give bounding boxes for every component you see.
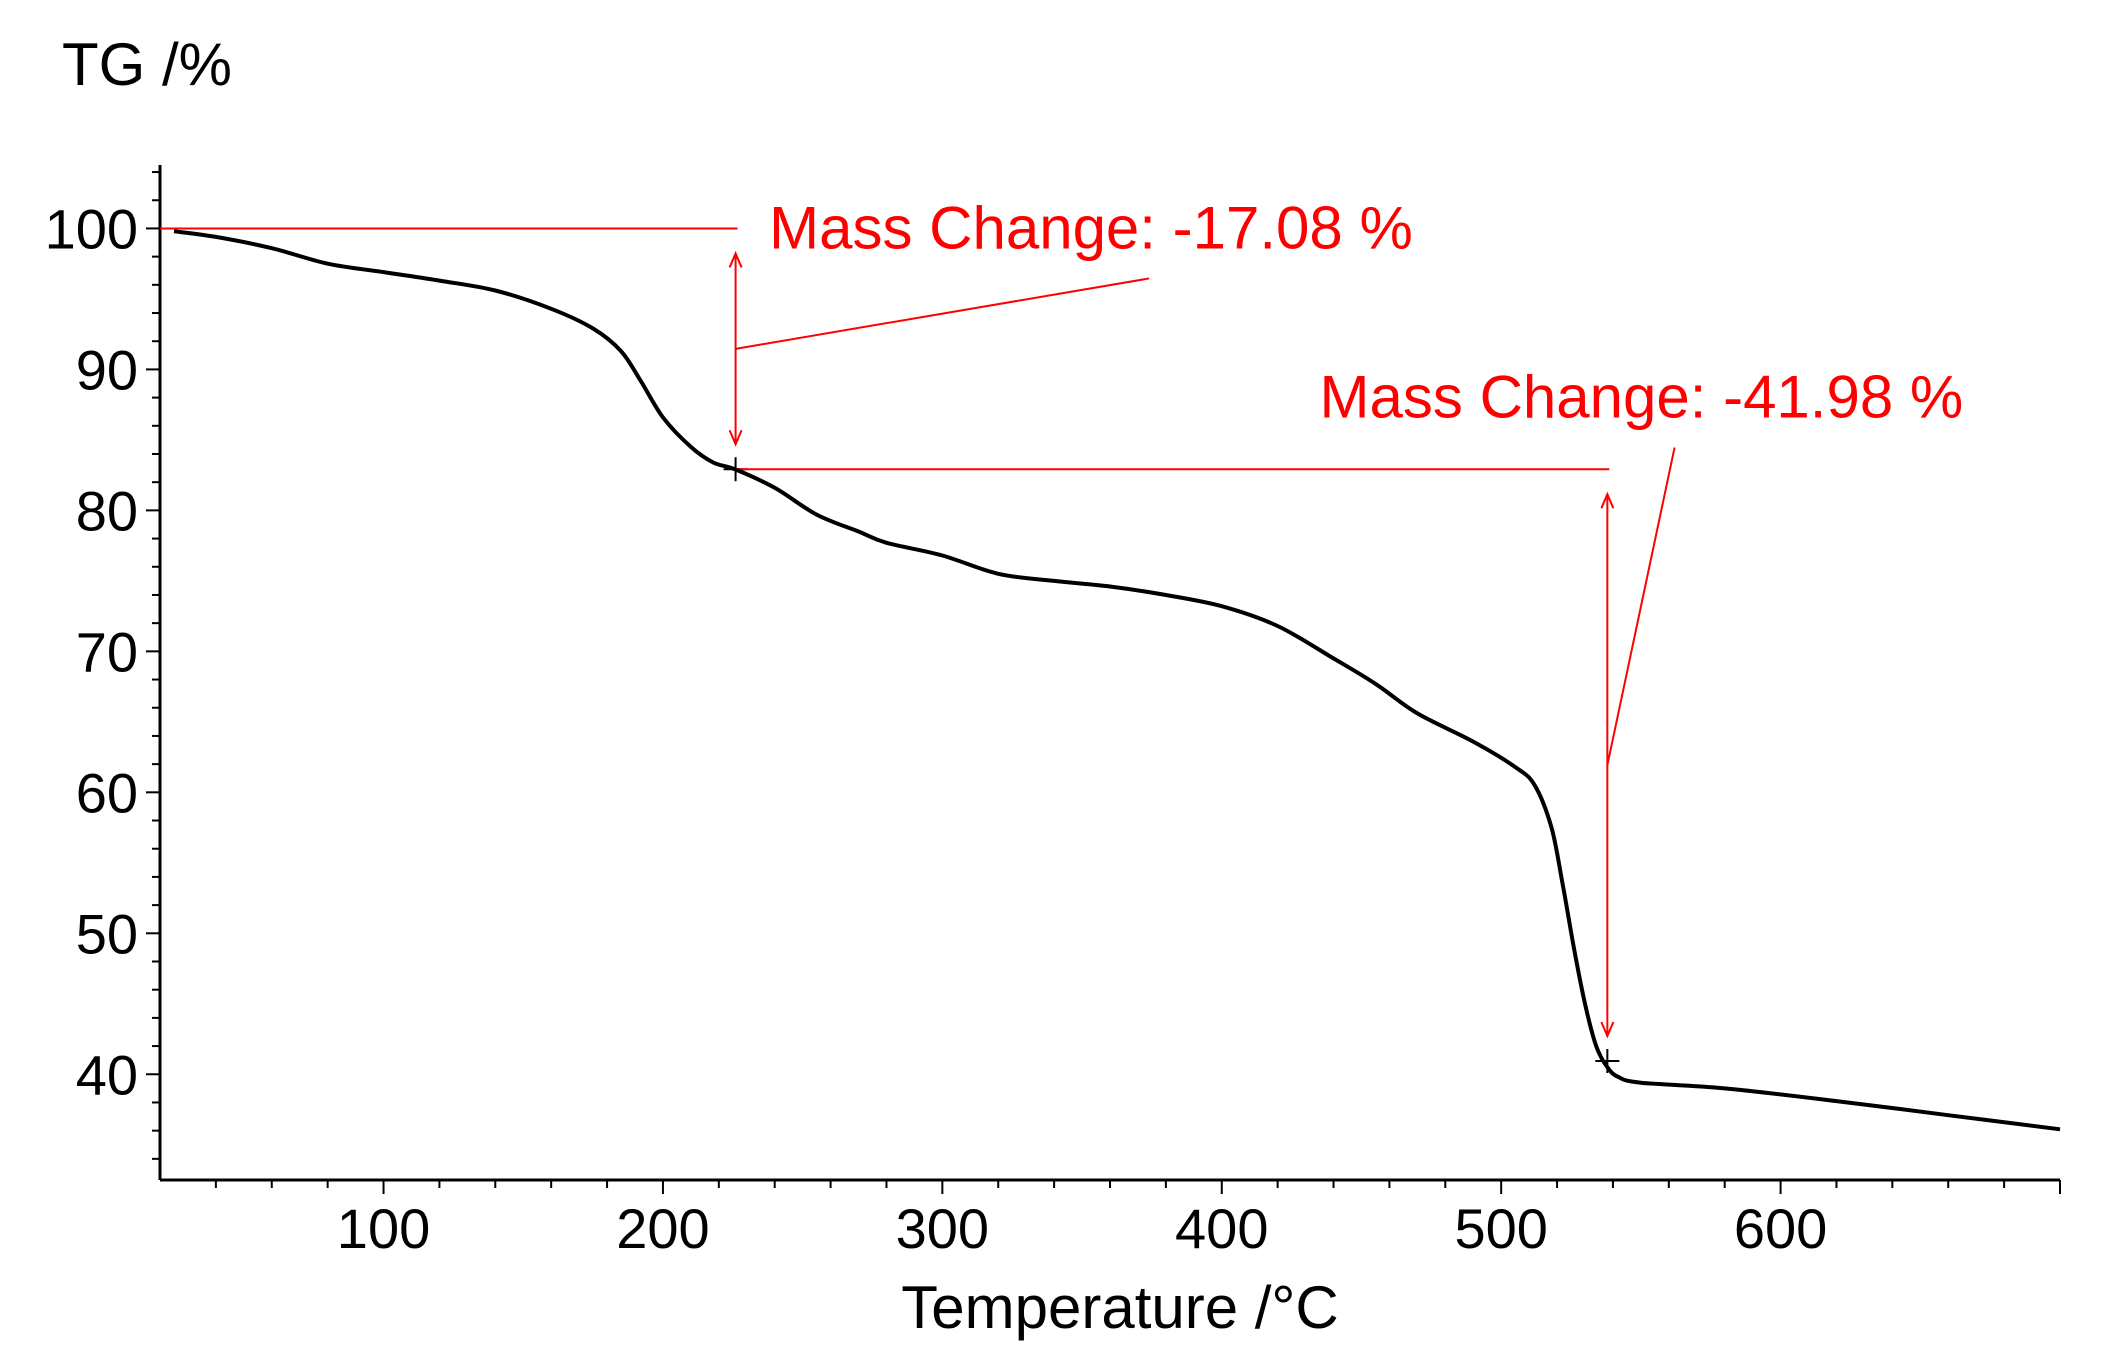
- annotation-1-arrow-head-top: [728, 250, 743, 268]
- annotation-labels: Mass Change: -17.08 % Mass Change: -41.98…: [769, 194, 1963, 430]
- y-tick-label-70: 70: [76, 620, 138, 683]
- x-axis-title: Temperature /°C: [901, 1274, 1339, 1341]
- annotation-1-arrow-head-bottom: [728, 429, 743, 447]
- x-tick-label-500: 500: [1454, 1197, 1547, 1260]
- x-tick-label-600: 600: [1734, 1197, 1827, 1260]
- annotation-1-label: Mass Change: -17.08 %: [769, 194, 1413, 261]
- y-tick-label-60: 60: [76, 761, 138, 824]
- series-group: [173, 229, 2061, 1132]
- annotation-2-arrow-head-bottom: [1600, 1021, 1615, 1039]
- annotation-2-arrow-head-top: [1600, 491, 1615, 509]
- y-tick-label-40: 40: [76, 1043, 138, 1106]
- y-tick-label-80: 80: [76, 479, 138, 542]
- tg-curve-0: [173, 229, 2061, 1132]
- y-tick-label-90: 90: [76, 338, 138, 401]
- tick-labels: 100 200 300 400 500 600 40 50 60 70 80 90 100: [45, 197, 1828, 1260]
- y-axis-title: TG /%: [62, 31, 232, 98]
- axes: [158, 165, 2060, 1182]
- x-tick-label-100: 100: [337, 1197, 430, 1260]
- annotation-lines: [160, 227, 1676, 1074]
- x-tick-label-400: 400: [1175, 1197, 1268, 1260]
- y-tick-label-100: 100: [45, 197, 138, 260]
- annotation-2-label: Mass Change: -41.98 %: [1320, 364, 1964, 431]
- tick-marks: [146, 171, 2061, 1194]
- x-tick-label-200: 200: [616, 1197, 709, 1260]
- annotation-1-leader-line: [735, 277, 1150, 350]
- annotation-2-leader-line: [1606, 447, 1676, 766]
- x-tick-label-300: 300: [896, 1197, 989, 1260]
- y-tick-label-50: 50: [76, 902, 138, 965]
